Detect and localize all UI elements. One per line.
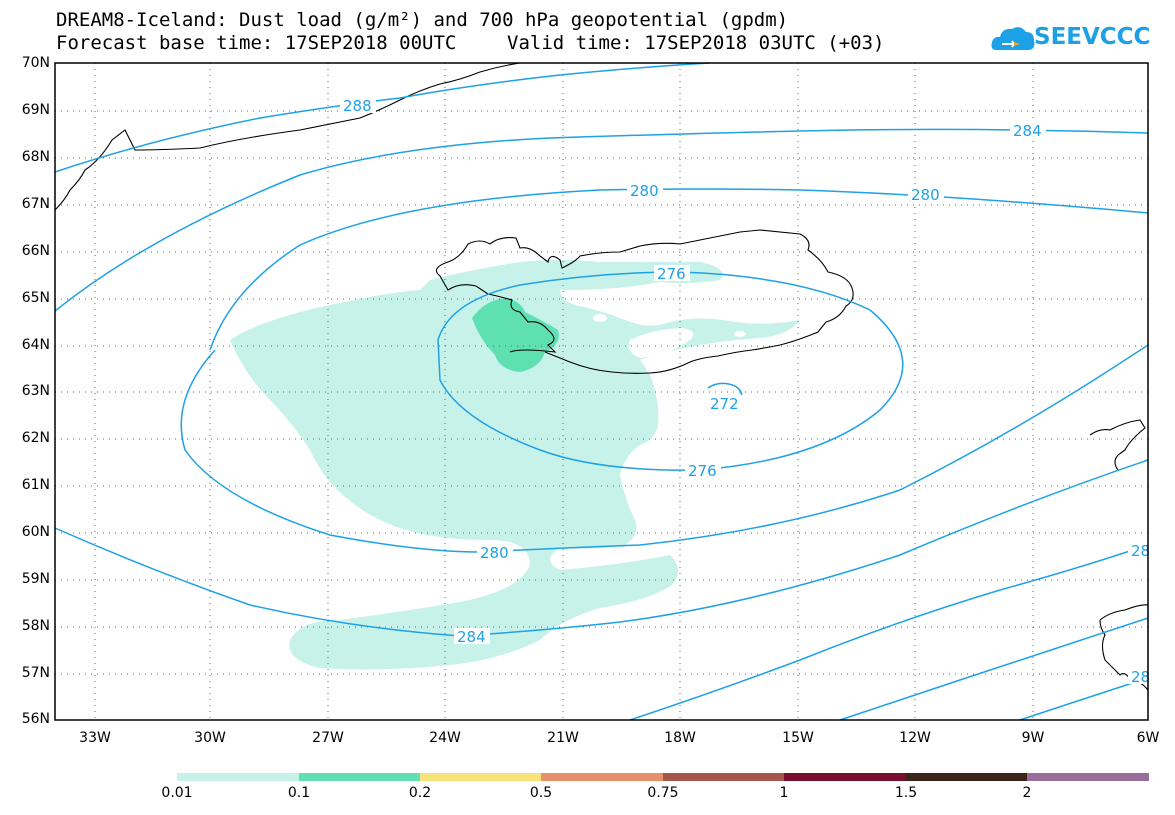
lat-label: 65N	[21, 290, 50, 306]
scotland-coastline	[1099, 604, 1149, 692]
map-title: DREAM8-Iceland: Dust load (g/m²) and 700…	[56, 9, 789, 31]
lon-label: 6W	[1136, 730, 1160, 746]
contour-label: 272	[710, 395, 739, 413]
colorbar	[177, 773, 1149, 781]
lon-label: 21W	[547, 730, 579, 746]
contour-label: 288	[343, 97, 372, 115]
lat-label: 66N	[21, 243, 50, 259]
scandinavia-coastline	[1089, 419, 1146, 471]
contour-284-lower	[54, 459, 1149, 637]
dust-gap	[734, 331, 746, 337]
greenland-coastline	[54, 62, 521, 211]
forecast-base-time: Forecast base time: 17SEP2018 00UTC	[56, 32, 457, 54]
lat-label: 62N	[21, 430, 50, 446]
colorbar-segment	[420, 773, 541, 781]
lat-label: 59N	[21, 571, 50, 587]
grid-lines	[55, 63, 1148, 720]
colorbar-label: 0.01	[161, 785, 193, 801]
contour-label: 284	[1013, 122, 1042, 140]
contour-label: 280	[480, 544, 509, 562]
lon-label: 24W	[429, 730, 461, 746]
colorbar-segment	[784, 773, 906, 781]
contour-284-upper	[54, 128, 1149, 312]
lat-label: 70N	[21, 55, 50, 71]
colorbar-segment	[1027, 773, 1149, 781]
lat-label: 61N	[21, 477, 50, 493]
contour-label: 284	[457, 628, 486, 646]
colorbar-label: 2	[1022, 785, 1032, 801]
contour-label: 28	[1131, 668, 1150, 686]
lat-label: 68N	[21, 149, 50, 165]
dust-load-area-medium	[472, 298, 559, 372]
contour-label: 280	[630, 182, 659, 200]
contour-28x-right-c	[1019, 677, 1149, 721]
lon-label: 27W	[312, 730, 344, 746]
colorbar-segment	[663, 773, 784, 781]
colorbar-label: 1.5	[894, 785, 918, 801]
contour-28x-right-a	[629, 544, 1149, 721]
lat-label: 64N	[21, 337, 50, 353]
map-frame	[54, 62, 1149, 721]
colorbar-label: 1	[779, 785, 789, 801]
lat-label: 63N	[21, 383, 50, 399]
colorbar-label: 0.2	[408, 785, 432, 801]
dust-load-area-light	[230, 260, 800, 670]
logo-text: SEEVCCC	[1034, 24, 1151, 50]
contour-28x-right-b	[839, 617, 1149, 721]
lat-label: 67N	[21, 196, 50, 212]
colorbar-label: 0.75	[647, 785, 679, 801]
lon-label: 30W	[194, 730, 226, 746]
geopotential-contours	[54, 62, 1149, 721]
colorbar-segment	[177, 773, 299, 781]
lat-label: 56N	[21, 711, 50, 727]
dust-gap	[628, 328, 694, 358]
lon-label: 12W	[899, 730, 931, 746]
valid-time: Valid time: 17SEP2018 03UTC (+03)	[507, 32, 885, 54]
lon-label: 15W	[782, 730, 814, 746]
lat-label: 58N	[21, 618, 50, 634]
lat-label: 69N	[21, 102, 50, 118]
contour-label: 28	[1131, 542, 1150, 560]
colorbar-label: 0.5	[529, 785, 553, 801]
cloud-logo-icon	[991, 27, 1035, 50]
lon-label: 9W	[1021, 730, 1045, 746]
lon-label: 18W	[664, 730, 696, 746]
lat-label: 57N	[21, 665, 50, 681]
lat-label: 60N	[21, 524, 50, 540]
contour-label: 276	[688, 462, 717, 480]
colorbar-label: 0.1	[287, 785, 311, 801]
colorbar-segment	[541, 773, 663, 781]
contour-288	[54, 62, 711, 173]
colorbar-segment	[299, 773, 420, 781]
contour-label: 276	[657, 265, 686, 283]
contour-280-lower	[180, 344, 1149, 553]
contour-labels: 288 284 280 280 276 272 276 280 284 28 2…	[340, 97, 1150, 686]
colorbar-segment	[906, 773, 1027, 781]
contour-label: 280	[911, 186, 940, 204]
contour-276	[437, 271, 904, 471]
dust-gap	[593, 314, 607, 322]
lon-label: 33W	[79, 730, 111, 746]
